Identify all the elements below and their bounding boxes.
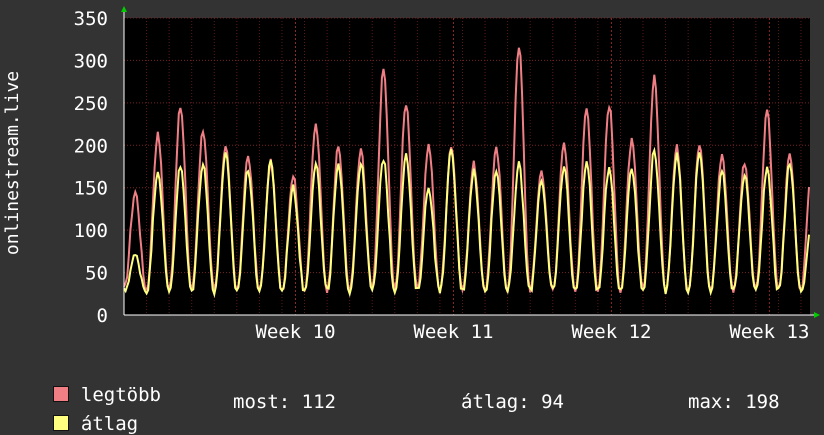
y-tick-label: 0 [97, 305, 108, 327]
legend-label-max: legtöbb [80, 384, 161, 406]
y-tick-label: 50 [85, 263, 108, 285]
y-tick-label: 150 [74, 178, 108, 200]
stat-now: most: 112 [233, 391, 336, 413]
legend-swatch-max [52, 385, 69, 402]
y-tick-label: 300 [74, 50, 108, 72]
legend-item-max: legtöbb [30, 362, 161, 406]
legend-swatch-avg [52, 414, 69, 431]
y-tick-label: 100 [74, 220, 108, 242]
legend-label-avg: átlag [80, 413, 139, 435]
x-tick-label: Week 13 [729, 321, 809, 343]
stat-max: max: 198 [688, 391, 780, 413]
axis-layer: 0 50 100 150 200 250 300 350 Week 10 Week 11 Week … [74, 6, 820, 343]
x-tick-label: Week 10 [255, 321, 335, 343]
x-axis-arrow [814, 312, 820, 318]
stat-avg: átlag: 94 [461, 391, 564, 413]
y-tick-label: 350 [74, 8, 108, 30]
y-axis-arrow [121, 6, 127, 12]
y-tick-label: 250 [74, 93, 108, 115]
y-tick-label: 200 [74, 135, 108, 157]
x-tick-label: Week 12 [571, 321, 651, 343]
x-tick-label: Week 11 [413, 321, 493, 343]
series-line-avg [123, 146, 810, 299]
legend-item-avg: átlag [30, 391, 138, 435]
y-axis-label: onlinestream.live [2, 71, 23, 255]
series-layer [123, 47, 810, 299]
